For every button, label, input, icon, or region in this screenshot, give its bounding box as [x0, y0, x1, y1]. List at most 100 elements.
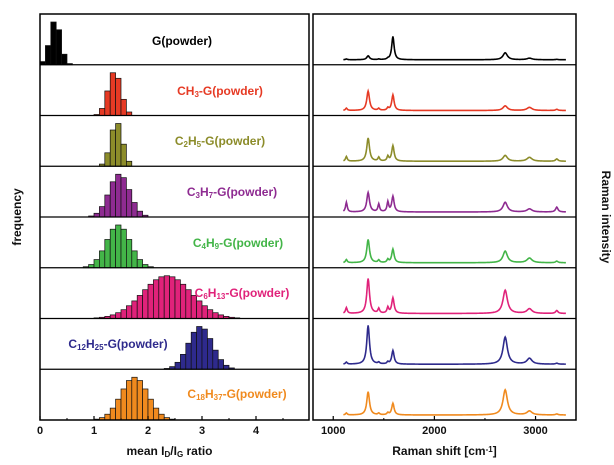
histogram-bar	[104, 90, 111, 116]
histogram-bar	[115, 173, 122, 218]
histogram-bar	[50, 21, 57, 66]
histogram-panel	[93, 376, 176, 421]
histogram-bar	[104, 239, 111, 269]
histogram-bar	[115, 123, 122, 167]
histogram-bar	[163, 275, 170, 319]
y-axis-title: frequency	[10, 188, 24, 246]
histogram-bar	[109, 228, 116, 269]
sample-label: G(powder)	[152, 34, 212, 48]
histogram-bar	[115, 77, 122, 116]
histogram-bar	[131, 300, 138, 319]
histogram-bar	[180, 354, 187, 370]
histogram-bar	[158, 276, 165, 319]
histogram-bar	[120, 143, 127, 167]
histogram-bar	[131, 376, 138, 421]
histogram-panel	[39, 21, 73, 66]
histogram-bar	[207, 338, 214, 370]
histogram-bar	[104, 413, 111, 421]
x-tick-label: 1000	[321, 425, 345, 437]
x-tick-label: 1	[91, 425, 97, 437]
histogram-bar	[126, 160, 133, 167]
histogram-bar	[147, 283, 154, 319]
x-axis-title: Raman shift [cm-1]	[392, 444, 496, 458]
x-tick-label: 2	[145, 425, 151, 437]
x-tick-label: 3	[199, 425, 205, 437]
raman-spectrum-line	[343, 137, 566, 163]
x-tick-label: 3000	[523, 425, 547, 437]
histogram-panel	[163, 326, 235, 370]
histogram-bar	[45, 45, 52, 66]
histogram-bar	[104, 152, 111, 167]
histogram-bar	[120, 177, 127, 218]
histogram-panel	[88, 173, 149, 218]
histogram-bar	[120, 98, 127, 116]
x-tick-label: 0	[37, 425, 43, 437]
sample-label: C6H13-G(powder)	[195, 286, 290, 301]
sample-label: C4H9-G(powder)	[193, 236, 283, 251]
histogram-bar	[136, 210, 143, 218]
histogram-panel	[99, 123, 133, 167]
raman-spectrum-line	[343, 278, 566, 315]
histogram-bar	[93, 259, 100, 269]
histogram-bar	[201, 305, 208, 319]
histogram-bar	[126, 239, 133, 269]
sample-label: C18H37-G(powder)	[187, 387, 286, 402]
histogram-bar	[131, 202, 138, 218]
histogram-bar	[174, 279, 181, 319]
histogram-bar	[126, 380, 133, 421]
histogram-bar	[120, 309, 127, 319]
histogram-bar	[142, 388, 149, 421]
sample-label: CH3-G(powder)	[177, 84, 263, 99]
histogram-bar	[153, 279, 160, 319]
histogram-bar	[131, 250, 138, 269]
histogram-bar	[169, 276, 176, 319]
raman-spectrum-line	[343, 388, 566, 416]
histogram-bar	[136, 295, 143, 319]
histogram-bar	[201, 328, 208, 370]
histogram-bar	[158, 413, 165, 421]
histogram-bar	[185, 342, 192, 370]
sample-label: C12H25-G(powder)	[68, 337, 167, 352]
histogram-bar	[109, 72, 116, 116]
histogram-panel	[82, 224, 154, 269]
histogram-bar	[120, 388, 127, 421]
histogram-bar	[142, 289, 149, 319]
histogram-bar	[126, 305, 133, 319]
histogram-bar	[115, 312, 122, 319]
histogram-bar	[212, 312, 219, 319]
y-axis-title: Raman intensity	[599, 171, 613, 264]
histogram-bar	[109, 407, 116, 421]
histogram-bar	[109, 129, 116, 167]
histogram-bar	[212, 349, 219, 370]
histogram-panel	[93, 72, 133, 116]
histogram-bar	[99, 250, 106, 269]
histogram-bar	[196, 300, 203, 319]
histogram-bar	[120, 228, 127, 269]
histogram-bar	[61, 53, 68, 66]
histogram-bar	[136, 380, 143, 421]
histogram-bar	[147, 398, 154, 421]
raman-frame	[312, 13, 577, 421]
histogram-bar	[126, 189, 133, 218]
raman-spectrum-line	[343, 239, 566, 264]
sample-label: C3H7-G(powder)	[187, 185, 277, 200]
histogram-bar	[196, 326, 203, 370]
x-axis-title: mean ID/IG ratio	[126, 444, 212, 459]
histogram-bar	[174, 361, 181, 370]
histogram-bar	[136, 259, 143, 269]
x-tick-label: 2000	[422, 425, 446, 437]
histogram-bar	[115, 398, 122, 421]
x-tick-label: 4	[253, 425, 260, 437]
histogram-bar	[207, 309, 214, 319]
histogram-bar	[115, 224, 122, 269]
histogram-bar	[104, 194, 111, 218]
sample-label: C2H5-G(powder)	[175, 134, 265, 149]
raman-spectrum-line	[342, 189, 566, 213]
raman-spectrum-line	[343, 325, 566, 365]
raman-spectrum-line	[343, 88, 566, 112]
histogram-bar	[185, 289, 192, 319]
histogram-bar	[109, 181, 116, 218]
histogram-bar	[180, 283, 187, 319]
